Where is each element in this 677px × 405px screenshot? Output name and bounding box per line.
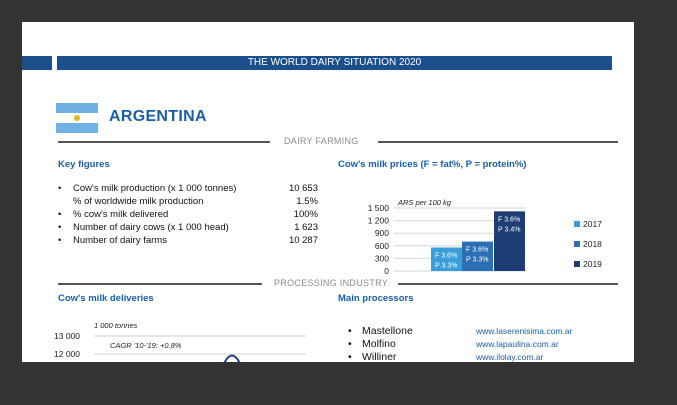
legend-swatch-2017 bbox=[574, 221, 580, 227]
prices-bar-2019 bbox=[494, 211, 525, 271]
bullet: • bbox=[58, 222, 62, 233]
processor-name: Molfino bbox=[362, 338, 396, 350]
processor-url-link[interactable]: www.ilolay.com.ar bbox=[476, 352, 544, 362]
processor-url-link[interactable]: www.laserenisima.com.ar bbox=[476, 326, 573, 336]
deliveries-line bbox=[223, 354, 241, 362]
processor-name: Williner bbox=[362, 351, 397, 362]
key-figure-row: • % cow's milk delivered 100% bbox=[58, 208, 318, 221]
prices-ytick-label: 1 500 bbox=[368, 203, 390, 213]
key-figure-row: • Number of dairy farms 10 287 bbox=[58, 234, 318, 247]
section-divider-right-2 bbox=[398, 283, 618, 285]
prices-bar-label: P 3.3% bbox=[466, 257, 488, 264]
key-figure-value: 100% bbox=[293, 209, 318, 220]
prices-bar-label: F 3.6% bbox=[466, 247, 488, 254]
processor-row: • Mastellone www.laserenisima.com.ar bbox=[348, 325, 608, 338]
processor-url-link[interactable]: www.lapaulina.com.ar bbox=[476, 339, 559, 349]
key-figure-value: 10 287 bbox=[288, 235, 318, 246]
legend-swatch-2018 bbox=[574, 241, 580, 247]
prices-bar-label: F 3.6% bbox=[435, 252, 457, 259]
prices-chart: ARS per 100 kg 0 300 600 900 1 200 1 500 F 3.6%… bbox=[368, 198, 602, 276]
legend-label-2019: 2019 bbox=[583, 259, 602, 269]
key-figures-heading: Key figures bbox=[58, 159, 110, 170]
section-divider-right bbox=[378, 141, 618, 143]
deliveries-heading: Cow's milk deliveries bbox=[58, 293, 154, 304]
key-figure-label: Number of dairy farms bbox=[73, 235, 167, 246]
processor-name: Mastellone bbox=[362, 325, 413, 337]
page-header-banner: THE WORLD DAIRY SITUATION 2020 bbox=[57, 56, 612, 70]
key-figure-label: % of worldwide milk production bbox=[73, 196, 204, 207]
bullet: • bbox=[348, 325, 352, 337]
processor-row: • Williner www.ilolay.com.ar bbox=[348, 351, 608, 362]
prices-bar-label: P 3.3% bbox=[435, 262, 457, 269]
key-figure-label: Number of dairy cows (x 1 000 head) bbox=[73, 222, 229, 233]
prices-bar-2018 bbox=[462, 241, 493, 271]
processors-list: • Mastellone www.laserenisima.com.ar • Molfi… bbox=[348, 325, 608, 362]
deliveries-chart: 1 000 tonnes CAGR '10-'19: +0.8% 13 000 … bbox=[54, 321, 306, 362]
key-figures-list: • Cow's milk production (x 1 000 tonnes) 1… bbox=[58, 182, 318, 247]
prices-unit-label: ARS per 100 kg bbox=[397, 198, 452, 207]
document-page: THE WORLD DAIRY SITUATION 2020 ARGENTINA… bbox=[22, 22, 634, 362]
country-title: ARGENTINA bbox=[109, 108, 207, 125]
prices-ytick-label: 900 bbox=[375, 228, 389, 238]
bullet: • bbox=[348, 338, 352, 350]
deliveries-cagr-label: CAGR '10-'19: +0.8% bbox=[110, 341, 182, 350]
key-figure-label: % cow's milk delivered bbox=[73, 209, 169, 220]
key-figure-value: 1.5% bbox=[296, 196, 318, 207]
section-label-processing: PROCESSING INDUSTRY bbox=[274, 278, 389, 288]
processor-row: • Molfino www.lapaulina.com.ar bbox=[348, 338, 608, 351]
key-figure-label: Cow's milk production (x 1 000 tonnes) bbox=[73, 183, 237, 194]
argentina-flag-icon bbox=[56, 103, 98, 133]
bullet: • bbox=[348, 351, 352, 362]
legend-label-2018: 2018 bbox=[583, 239, 602, 249]
processors-heading: Main processors bbox=[338, 293, 414, 304]
prices-bar-2017 bbox=[431, 247, 462, 271]
section-divider-left-2 bbox=[58, 283, 262, 285]
section-divider-left bbox=[58, 141, 270, 143]
prices-ytick-label: 1 200 bbox=[368, 216, 390, 226]
bullet: • bbox=[58, 183, 62, 194]
banner-left-block bbox=[22, 56, 52, 70]
key-figure-row: • Cow's milk production (x 1 000 tonnes) 1… bbox=[58, 182, 318, 195]
deliveries-tick-12000: 12 000 bbox=[54, 349, 80, 359]
key-figure-value: 1 623 bbox=[294, 222, 318, 233]
deliveries-unit-label: 1 000 tonnes bbox=[94, 321, 138, 330]
prices-ytick-label: 300 bbox=[375, 253, 389, 263]
prices-bar-label: F 3.6% bbox=[498, 216, 520, 223]
prices-chart-heading: Cow's milk prices (F = fat%, P = protein… bbox=[338, 159, 527, 170]
key-figure-row: • Number of dairy cows (x 1 000 head) 1 62… bbox=[58, 221, 318, 234]
legend-swatch-2019 bbox=[574, 261, 580, 267]
deliveries-tick-13000: 13 000 bbox=[54, 331, 80, 341]
key-figure-value: 10 653 bbox=[288, 183, 318, 194]
key-figure-row: % of worldwide milk production 1.5% bbox=[58, 195, 318, 208]
prices-ytick-label: 600 bbox=[375, 241, 389, 251]
legend-label-2017: 2017 bbox=[583, 219, 602, 229]
prices-ytick-label: 0 bbox=[384, 266, 389, 276]
section-label-dairy-farming: DAIRY FARMING bbox=[284, 136, 359, 146]
prices-bar-label: P 3.4% bbox=[498, 226, 520, 233]
bullet: • bbox=[58, 235, 62, 246]
bullet: • bbox=[58, 209, 62, 220]
